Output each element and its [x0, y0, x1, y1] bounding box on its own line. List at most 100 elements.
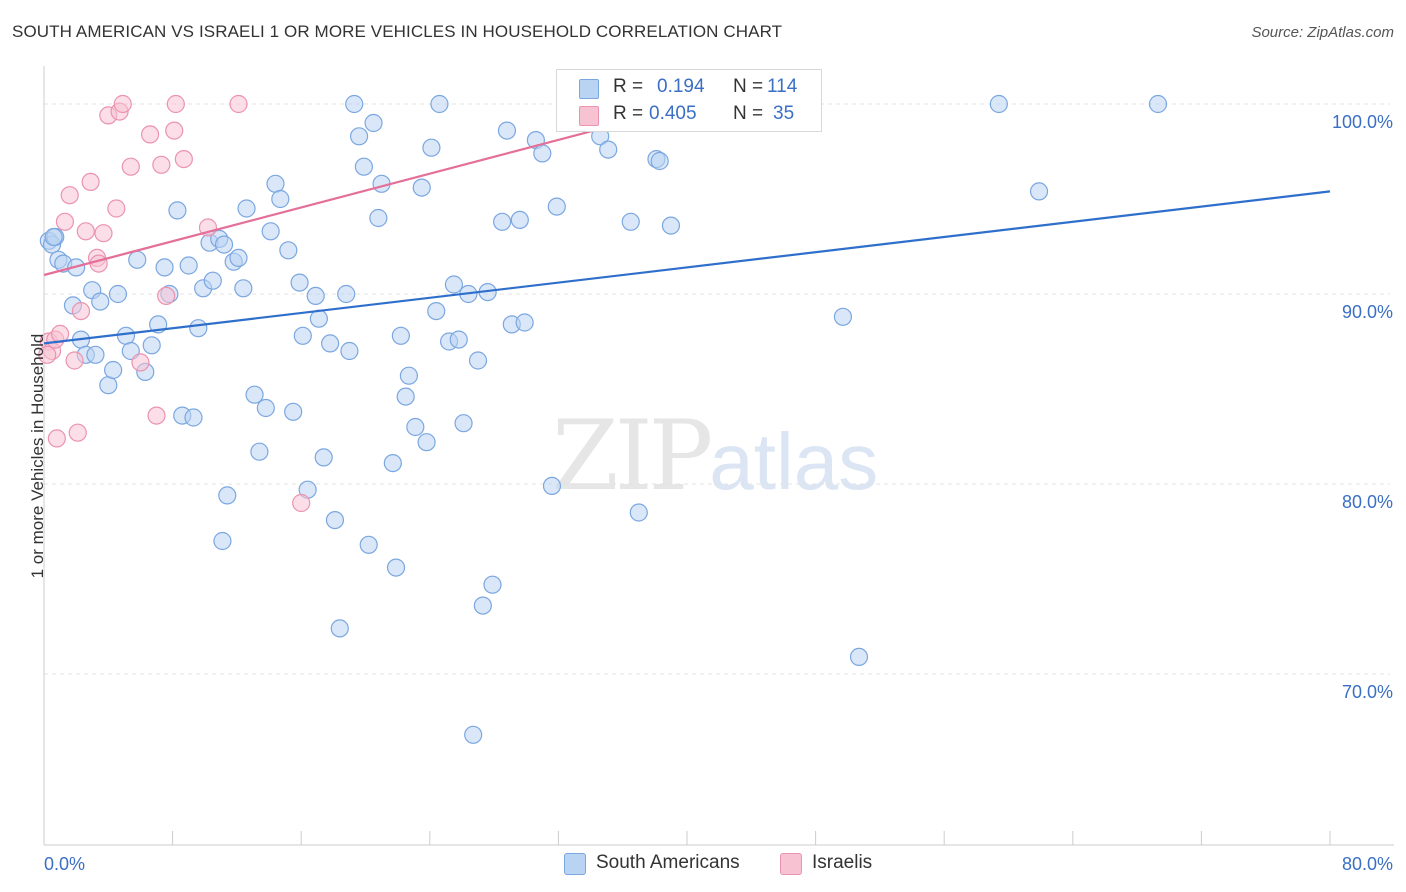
south-american-point	[1029, 182, 1049, 201]
south-american-point	[284, 402, 303, 421]
south-american-point	[86, 345, 105, 364]
south-american-point	[629, 503, 648, 522]
legend-swatch-blue	[564, 853, 586, 875]
israeli-point	[65, 351, 84, 370]
south-american-point	[189, 319, 208, 338]
watermark: ZIPatlas	[552, 400, 878, 512]
south-american-point	[533, 144, 552, 163]
south-american-point	[396, 387, 415, 406]
israeli-point	[147, 406, 166, 425]
r-label: R =	[613, 76, 644, 97]
south-american-point	[833, 307, 853, 326]
israeli-point	[229, 94, 248, 114]
x-tick-label: 80.0%	[1342, 854, 1393, 874]
x-tick-label: 0.0%	[44, 854, 85, 874]
watermark-zip: ZIP	[552, 400, 713, 512]
israeli-trend-line	[43, 102, 696, 277]
south-american-point	[386, 558, 406, 577]
south-american-point	[650, 151, 669, 171]
israeli-point	[94, 224, 113, 243]
south-american-point	[412, 178, 431, 197]
south-american-point	[234, 279, 253, 298]
n-label: N =	[733, 103, 764, 124]
south-american-point	[155, 258, 174, 277]
israeli-point	[165, 121, 184, 140]
legend-label: South Americans	[596, 852, 740, 873]
israeli-point	[292, 493, 311, 513]
y-tick-label: 100.0%	[1332, 112, 1393, 132]
south-american-point	[290, 273, 309, 292]
israeli-point	[47, 429, 66, 448]
south-american-point	[354, 157, 373, 176]
south-american-point	[325, 510, 345, 530]
south-american-point	[168, 201, 187, 220]
source-credit: Source: ZipAtlas.com	[1251, 24, 1394, 41]
israeli-point	[38, 345, 57, 364]
israeli-point	[113, 94, 132, 114]
israeli-point	[76, 222, 95, 241]
israeli-point	[174, 150, 193, 169]
israeli-point	[55, 212, 74, 231]
y-tick-label: 80.0%	[1342, 492, 1393, 512]
n-label: N =	[733, 76, 764, 97]
south-american-point	[314, 448, 333, 467]
south-american-point	[493, 212, 512, 231]
south-american-point	[229, 248, 248, 267]
south-american-point	[245, 385, 264, 404]
south-american-point	[266, 174, 285, 193]
israeli-point	[107, 199, 126, 218]
south-american-point	[213, 531, 232, 551]
israeli-point	[121, 157, 140, 176]
israeli-point	[166, 94, 185, 114]
south-american-point	[621, 212, 640, 231]
n-value: 35	[773, 103, 795, 124]
r-label: R =	[613, 103, 644, 124]
south-american-point	[99, 376, 118, 395]
r-value: 0.405	[649, 103, 697, 124]
south-american-point	[849, 647, 869, 667]
south-american-point	[271, 189, 290, 209]
n-value: 114	[767, 76, 798, 97]
south-american-point	[108, 284, 128, 304]
israeli-point	[68, 423, 87, 442]
south-american-point	[399, 366, 419, 385]
south-american-point	[483, 575, 502, 594]
south-american-point	[422, 138, 441, 157]
south-american-point	[256, 398, 275, 418]
south-american-point	[473, 596, 492, 615]
south-american-point	[391, 326, 410, 345]
south-american-point	[406, 417, 425, 437]
legend-label: Israelis	[812, 852, 873, 873]
south-american-point	[599, 140, 618, 159]
south-american-point	[359, 535, 378, 554]
south-american-point	[430, 94, 449, 114]
south-american-point	[142, 336, 161, 355]
south-american-point	[91, 292, 110, 311]
chart-title: SOUTH AMERICAN VS ISRAELI 1 OR MORE VEHI…	[12, 22, 783, 41]
south-american-point	[417, 433, 436, 452]
south-american-point	[369, 208, 388, 228]
south-american-point	[364, 113, 383, 133]
israeli-point	[71, 302, 91, 321]
south-american-point	[293, 326, 312, 345]
south-american-point	[515, 313, 534, 332]
south-american-point	[468, 351, 488, 370]
y-tick-label: 70.0%	[1342, 682, 1393, 702]
south-american-point	[237, 199, 256, 218]
south-american-point	[184, 408, 203, 427]
south-american-point	[989, 94, 1008, 114]
series-legend: South Americans Israelis	[0, 851, 1406, 877]
south-american-point	[214, 235, 234, 254]
south-american-trend-line	[43, 190, 1331, 345]
south-american-point	[128, 250, 147, 269]
south-american-point	[261, 222, 280, 241]
south-american-point	[306, 286, 325, 305]
south-american-point	[330, 619, 349, 638]
y-axis-label: 1 or more Vehicles in Household	[28, 333, 47, 579]
south-american-point	[661, 216, 681, 235]
south-american-point	[309, 309, 328, 328]
south-american-point	[279, 241, 298, 260]
israeli-point	[140, 125, 160, 144]
south-american-point	[547, 197, 566, 216]
